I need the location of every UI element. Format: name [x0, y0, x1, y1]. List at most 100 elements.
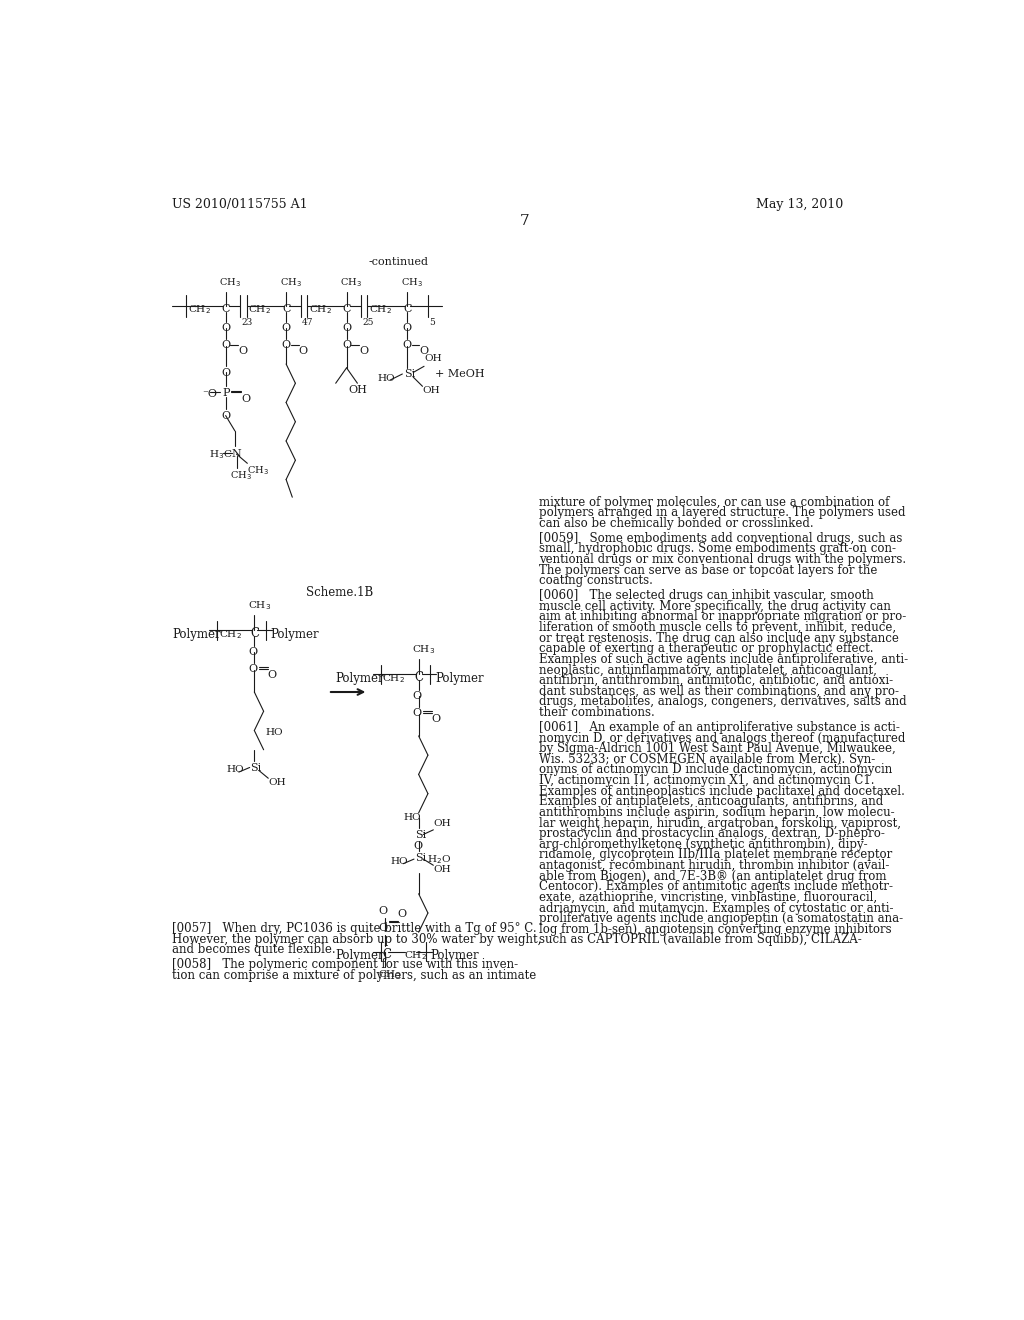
Text: CH$_2$: CH$_2$ [403, 949, 427, 962]
Text: O: O [248, 647, 257, 657]
Text: O: O [342, 341, 351, 350]
Text: The polymers can serve as base or topcoat layers for the: The polymers can serve as base or topcoa… [539, 564, 878, 577]
Text: CH$_3$: CH$_3$ [340, 276, 362, 289]
Text: Centocor). Examples of antimitotic agents include methotr-: Centocor). Examples of antimitotic agent… [539, 880, 893, 894]
Text: CH$_2$: CH$_2$ [382, 672, 406, 685]
Text: aim at inhibiting abnormal or inappropriate migration or pro-: aim at inhibiting abnormal or inappropri… [539, 610, 906, 623]
Text: 5: 5 [429, 318, 434, 327]
Text: their combinations.: their combinations. [539, 706, 654, 719]
Text: H$_2$O: H$_2$O [427, 853, 452, 866]
Text: log from 1b-sen), angiotensin converting enzyme inhibitors: log from 1b-sen), angiotensin converting… [539, 923, 891, 936]
Text: small, hydrophobic drugs. Some embodiments graft-on con-: small, hydrophobic drugs. Some embodimen… [539, 543, 896, 556]
Text: Si: Si [251, 763, 262, 772]
Text: Scheme.1B: Scheme.1B [306, 586, 374, 599]
Text: CH$_2$: CH$_2$ [187, 304, 211, 317]
Text: neoplastic, antiinflammatory, antiplatelet, anticoagulant,: neoplastic, antiinflammatory, antiplatel… [539, 664, 877, 677]
Text: CH$_3$: CH$_3$ [248, 465, 269, 477]
Text: C: C [415, 671, 424, 684]
Text: O: O [413, 708, 422, 718]
Text: Examples of antiplatelets, anticoagulants, antifibrins, and: Examples of antiplatelets, anticoagulant… [539, 796, 883, 808]
Text: OH: OH [424, 354, 441, 363]
Text: tion can comprise a mixture of polymers, such as an intimate: tion can comprise a mixture of polymers,… [172, 969, 537, 982]
Text: proliferative agents include angiopeptin (a somatostatin ana-: proliferative agents include angiopeptin… [539, 912, 903, 925]
Text: CH$_3$: CH$_3$ [280, 276, 302, 289]
Text: HO: HO [265, 727, 283, 737]
Text: O: O [221, 323, 230, 333]
Text: Wis. 53233; or COSMEGEN available from Merck). Syn-: Wis. 53233; or COSMEGEN available from M… [539, 752, 874, 766]
Text: able from Biogen), and 7E-3B® (an antiplatelet drug from: able from Biogen), and 7E-3B® (an antipl… [539, 870, 886, 883]
Text: O: O [221, 411, 230, 421]
Text: onyms of actinomycin D include dactinomycin, actinomycin: onyms of actinomycin D include dactinomy… [539, 763, 892, 776]
Text: can also be chemically bonded or crosslinked.: can also be chemically bonded or crossli… [539, 517, 813, 529]
Text: However, the polymer can absorb up to 30% water by weight,: However, the polymer can absorb up to 30… [172, 933, 542, 946]
Text: -continued: -continued [369, 257, 428, 267]
Text: O: O [420, 346, 428, 356]
Text: ridamole, glycoprotein IIb/IIIa platelet membrane receptor: ridamole, glycoprotein IIb/IIIa platelet… [539, 849, 892, 862]
Text: HO: HO [226, 766, 244, 775]
Text: [0060]   The selected drugs can inhibit vascular, smooth: [0060] The selected drugs can inhibit va… [539, 589, 873, 602]
Text: exate, azathioprine, vincristine, vinblastine, fluorouracil,: exate, azathioprine, vincristine, vinbla… [539, 891, 877, 904]
Text: antifibrin, antithrombin, antimitotic, antibiotic, and antioxi-: antifibrin, antithrombin, antimitotic, a… [539, 675, 893, 688]
Text: ⁻O: ⁻O [203, 389, 217, 400]
Text: Examples of such active agents include antiproliferative, anti-: Examples of such active agents include a… [539, 653, 908, 665]
Text: OH: OH [433, 866, 451, 874]
Text: US 2010/0115755 A1: US 2010/0115755 A1 [172, 198, 308, 211]
Text: O: O [402, 341, 412, 350]
Text: O: O [414, 841, 422, 850]
Text: O: O [282, 323, 291, 333]
Text: C: C [251, 627, 259, 640]
Text: arg-chloromethylketone (synthetic antithrombin), dipy-: arg-chloromethylketone (synthetic antith… [539, 838, 867, 851]
Text: O: O [221, 341, 230, 350]
Text: CH$_2$: CH$_2$ [308, 304, 332, 317]
Text: OH: OH [423, 387, 440, 395]
Text: coating constructs.: coating constructs. [539, 574, 652, 587]
Text: [0059]   Some embodiments add conventional drugs, such as: [0059] Some embodiments add conventional… [539, 532, 902, 545]
Text: Si: Si [415, 853, 426, 863]
Text: O: O [378, 906, 387, 916]
Text: dant substances, as well as their combinations, and any pro-: dant substances, as well as their combin… [539, 685, 899, 698]
Text: O: O [299, 346, 307, 356]
Text: O: O [221, 368, 230, 378]
Text: O: O [378, 923, 387, 933]
Text: O: O [432, 714, 441, 725]
Text: by Sigma-Aldrich 1001 West Saint Paul Avenue, Milwaukee,: by Sigma-Aldrich 1001 West Saint Paul Av… [539, 742, 896, 755]
Text: OH: OH [348, 385, 367, 395]
Text: and becomes quite flexible.: and becomes quite flexible. [172, 944, 336, 957]
Text: adriamycin, and mutamycin. Examples of cytostatic or anti-: adriamycin, and mutamycin. Examples of c… [539, 902, 893, 915]
Text: Polymer: Polymer [336, 672, 384, 685]
Text: nomycin D, or derivatives and analogs thereof (manufactured: nomycin D, or derivatives and analogs th… [539, 731, 905, 744]
Text: O: O [359, 346, 368, 356]
Text: Si: Si [415, 830, 426, 840]
Text: HO: HO [391, 857, 409, 866]
Text: O: O [241, 395, 250, 404]
Text: Polymer: Polymer [336, 949, 384, 962]
Text: May 13, 2010: May 13, 2010 [756, 198, 843, 211]
Text: [0057]   When dry, PC1036 is quite brittle with a Tg of 95° C.: [0057] When dry, PC1036 is quite brittle… [172, 923, 537, 936]
Text: O: O [413, 692, 422, 701]
Text: CH$_3$: CH$_3$ [230, 470, 252, 482]
Text: P: P [222, 388, 230, 397]
Text: + MeOH: + MeOH [435, 370, 484, 379]
Text: 23: 23 [241, 318, 252, 327]
Text: H$_3$C: H$_3$C [209, 447, 232, 461]
Text: prostacyclin and prostacyclin analogs, dextran, D-phepro-: prostacyclin and prostacyclin analogs, d… [539, 828, 885, 841]
Text: CH$_3$: CH$_3$ [219, 276, 242, 289]
Text: C: C [343, 305, 351, 314]
Text: C: C [382, 948, 391, 961]
Text: O: O [238, 346, 247, 356]
Text: such as CAPTOPRIL (available from Squibb), CILAZA-: such as CAPTOPRIL (available from Squibb… [539, 933, 861, 946]
Text: polymers arranged in a layered structure. The polymers used: polymers arranged in a layered structure… [539, 507, 905, 519]
Text: mixture of polymer molecules, or can use a combination of: mixture of polymer molecules, or can use… [539, 496, 889, 508]
Text: or treat restenosis. The drug can also include any substance: or treat restenosis. The drug can also i… [539, 632, 899, 644]
Text: CH$_2$: CH$_2$ [248, 304, 271, 317]
Text: O: O [248, 664, 257, 675]
Text: muscle cell activity. More specifically, the drug activity can: muscle cell activity. More specifically,… [539, 599, 891, 612]
Text: O: O [342, 323, 351, 333]
Text: Polymer: Polymer [172, 628, 221, 640]
Text: [0058]   The polymeric component for use with this inven-: [0058] The polymeric component for use w… [172, 958, 518, 972]
Text: lar weight heparin, hirudin, argatroban, forskolin, vapiprost,: lar weight heparin, hirudin, argatroban,… [539, 817, 901, 829]
Text: 47: 47 [302, 318, 313, 327]
Text: HO: HO [403, 813, 422, 822]
Text: OH: OH [433, 820, 451, 829]
Text: N: N [231, 449, 242, 459]
